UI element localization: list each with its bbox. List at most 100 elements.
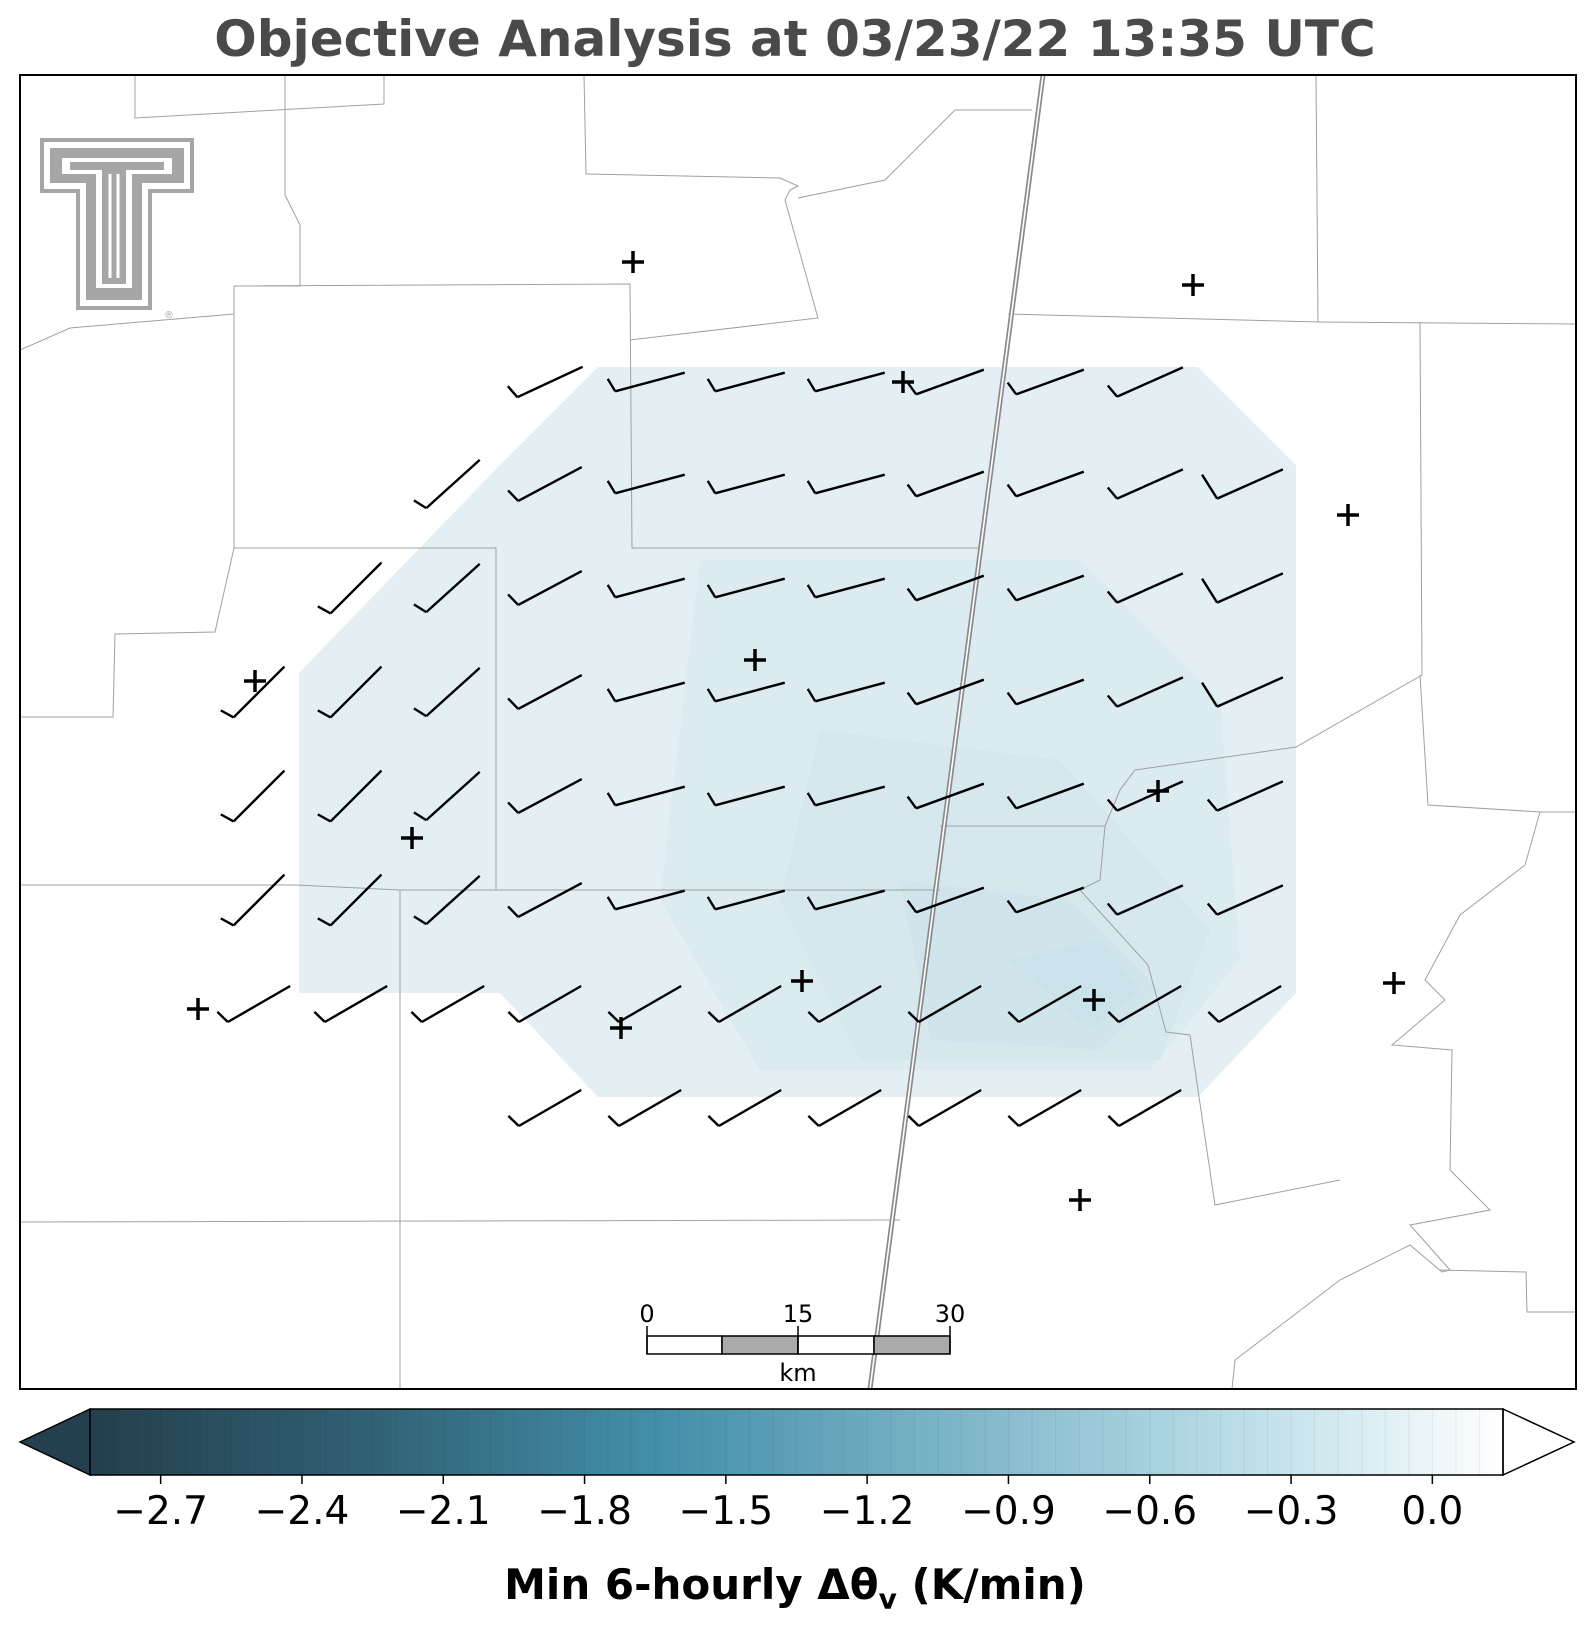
wind-barb-flag	[1107, 1115, 1120, 1127]
wind-barb-flag	[907, 1011, 920, 1023]
wind-barb	[1118, 984, 1182, 1024]
wind-barb-flag	[707, 1011, 720, 1023]
colorbar-tick-label: −2.7	[113, 1489, 208, 1534]
wind-barb	[1116, 572, 1184, 604]
wind-barb	[1116, 676, 1184, 708]
wind-barb-flag	[906, 795, 918, 810]
colorbar-ticks: −2.7 −2.4 −2.1 −1.8 −1.5 −1.2 −0.9 −0.6 −0.3 0.0	[113, 1475, 1463, 1534]
wind-barb-flag	[706, 480, 717, 494]
wind-barb-flag	[706, 688, 717, 702]
wind-barb	[517, 570, 583, 606]
colorbar-tick-label: −2.4	[255, 1489, 350, 1534]
wind-barb-flag	[1006, 483, 1018, 498]
wind-barb-flag	[413, 499, 427, 510]
wind-barb	[1216, 884, 1284, 916]
wind-barb	[814, 577, 886, 599]
wind-barb-flag	[1006, 381, 1018, 396]
wind-barb	[618, 1088, 682, 1128]
wind-barb-flag	[413, 915, 427, 926]
wind-barb-flag	[706, 584, 717, 598]
colorbar-tick-label: 0.0	[1401, 1489, 1463, 1534]
wind-barb	[517, 466, 583, 502]
wind-barb-flag	[806, 792, 817, 806]
wind-barb-flag	[906, 587, 918, 602]
wind-barb-flag	[806, 378, 817, 392]
colorbar-label-subscript: v	[878, 1582, 897, 1616]
wind-barb	[425, 459, 481, 509]
wind-barb	[1216, 780, 1284, 812]
wind-barb-flag	[1206, 902, 1219, 916]
wind-barb	[324, 984, 388, 1024]
wind-barb	[818, 1088, 882, 1128]
wind-barb-flag	[1106, 384, 1119, 398]
wind-barb	[915, 782, 985, 810]
wind-barb	[918, 984, 982, 1024]
colorbar-max-extend	[1502, 1407, 1576, 1477]
map-frame	[19, 74, 1577, 1390]
wind-barb	[714, 473, 786, 495]
wind-barb-flag	[507, 489, 520, 502]
scale-bar: 0 15 30 km	[639, 1300, 965, 1387]
wind-barb-flag	[806, 480, 817, 494]
wind-barb	[814, 473, 886, 495]
wind-barb	[714, 681, 786, 703]
wind-barb	[818, 984, 882, 1024]
wind-barb	[1015, 886, 1085, 914]
wind-barb-flag	[413, 707, 427, 718]
county-line	[233, 286, 940, 891]
wind-barb-flag	[1006, 899, 1018, 914]
wind-barb	[1116, 780, 1184, 812]
colorbar-ramp	[90, 1409, 1503, 1475]
scale-label-30: 30	[935, 1300, 966, 1328]
wind-barb-flag	[1006, 795, 1018, 810]
wind-barb-flag	[806, 584, 817, 598]
county-line	[1439, 1269, 1576, 1313]
wind-barb	[614, 371, 686, 393]
wind-barb	[714, 785, 786, 807]
wind-barb	[232, 769, 286, 823]
wind-barb	[1216, 468, 1284, 500]
wind-barb-flag	[807, 1011, 820, 1023]
wind-barb	[915, 368, 985, 396]
wind-barb-flag	[706, 378, 717, 392]
wind-barb	[425, 875, 481, 925]
wind-barb-flag	[413, 603, 427, 614]
wind-barb	[614, 889, 686, 911]
texas-tech-double-t-logo: ®	[40, 138, 194, 321]
county-line	[583, 75, 819, 341]
wind-barb	[718, 1088, 782, 1128]
wind-barb	[1015, 782, 1085, 810]
wind-barb-flag	[507, 1115, 520, 1127]
wind-barb-flag	[1201, 578, 1219, 604]
wind-barb-flag	[606, 688, 617, 702]
colorbar-bands	[113, 1409, 1480, 1475]
wind-barb-flag	[506, 385, 519, 399]
wind-barb	[425, 771, 481, 821]
wind-barb-flag	[1107, 1011, 1120, 1023]
wind-barb-flag	[216, 1011, 229, 1023]
county-line	[1079, 321, 1423, 1206]
wind-barb	[425, 563, 481, 613]
wind-barb	[425, 667, 481, 717]
wind-barb-flag	[1007, 1115, 1020, 1127]
registered-mark: ®	[164, 310, 174, 321]
wind-barb-flag	[606, 896, 617, 910]
wind-barb-flag	[806, 688, 817, 702]
county-line	[1315, 75, 1319, 323]
analysis-field	[299, 367, 1296, 1097]
wind-barb-flag	[606, 584, 617, 598]
wind-barb	[718, 984, 782, 1024]
wind-barb	[1015, 574, 1085, 602]
wind-barb-flag	[606, 792, 617, 806]
wind-barb-flag	[907, 1115, 920, 1127]
county-line	[797, 109, 1032, 199]
wind-barb	[421, 984, 485, 1024]
colorbar: −2.7 −2.4 −2.1 −1.8 −1.5 −1.2 −0.9 −0.6 −0.3 0.0	[18, 1407, 1576, 1534]
wind-barb-flag	[220, 709, 235, 719]
wind-barb-flag	[1106, 590, 1119, 604]
wind-barb-flag	[1201, 682, 1219, 708]
wind-barb-flag	[1106, 798, 1119, 812]
county-line	[20, 884, 496, 891]
wind-barb-flag	[317, 605, 332, 615]
